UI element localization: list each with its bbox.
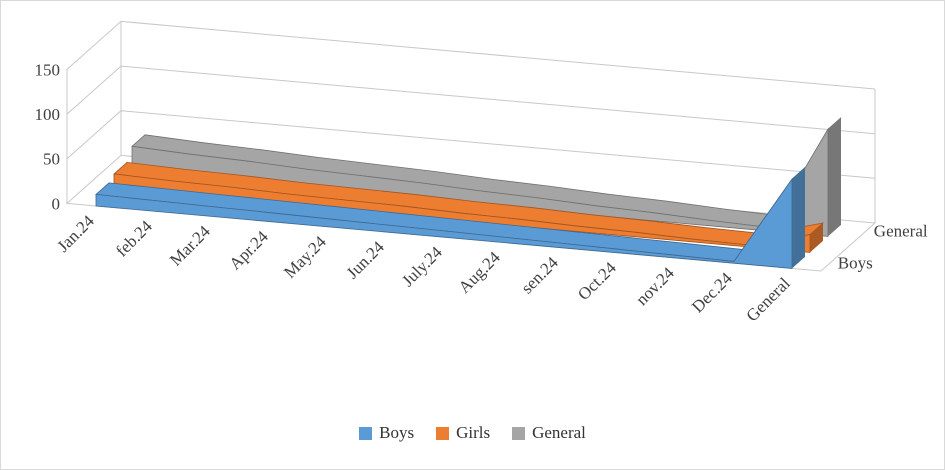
category-axis-label: Oct.24	[574, 258, 620, 304]
y-axis-tick-label: 50	[43, 150, 60, 169]
gridline	[66, 20, 876, 90]
category-axis-label: Aug.24	[455, 247, 505, 297]
chart-legend: Boys Girls General	[1, 423, 944, 443]
category-axis-label: General	[742, 274, 794, 326]
category-axis-label: July.24	[398, 242, 446, 290]
3d-area-chart: 0 50 100 150 Jan.24 feb.24 Mar.24 Apr.24 May.24 J…	[35, 20, 928, 326]
legend-label-boys: Boys	[379, 423, 415, 442]
category-axis-label: sen.24	[517, 253, 562, 298]
series-boys-right-cap	[792, 167, 805, 269]
category-axis-label: nov.24	[632, 263, 678, 309]
legend-item-boys: Boys	[359, 423, 414, 443]
category-axis-label: Jan.24	[53, 211, 98, 256]
category-axis-label: Mar.24	[166, 221, 214, 269]
depth-axis-label-boys: Boys	[838, 254, 873, 273]
legend-swatch-girls	[436, 426, 450, 440]
series-girls-right-cap	[810, 223, 823, 253]
depth-axis-label-general: General	[874, 222, 928, 241]
legend-swatch-general	[512, 426, 526, 440]
y-axis-tick-label: 100	[35, 105, 61, 124]
gridline	[66, 65, 876, 135]
category-axis-label: feb.24	[112, 216, 156, 260]
legend-item-girls: Girls	[436, 423, 490, 443]
legend-item-general: General	[512, 423, 586, 443]
series-boys-front-face	[95, 177, 793, 269]
category-axis-label: May.24	[280, 232, 330, 282]
category-axis-label: Apr.24	[225, 227, 272, 274]
series-general-right-cap	[828, 117, 841, 237]
legend-swatch-boys	[359, 426, 373, 440]
legend-label-general: General	[532, 423, 586, 442]
y-axis-tick-label: 0	[52, 194, 61, 213]
y-axis-tick-label: 150	[35, 60, 61, 79]
category-axis-label: Jun.24	[343, 237, 389, 283]
category-axis-label: Dec.24	[688, 268, 736, 316]
legend-label-girls: Girls	[456, 423, 491, 442]
